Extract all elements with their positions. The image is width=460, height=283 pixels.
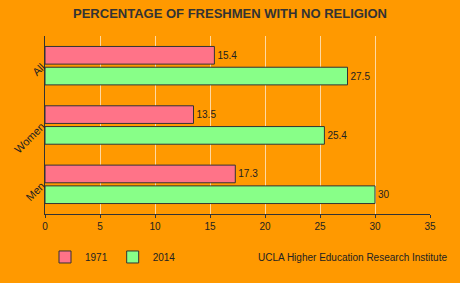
- svg-text:Women: Women: [12, 120, 47, 155]
- svg-text:1971: 1971: [85, 252, 108, 263]
- svg-text:15.4: 15.4: [217, 50, 237, 61]
- svg-text:25.4: 25.4: [327, 130, 347, 141]
- svg-text:0: 0: [42, 221, 48, 232]
- svg-text:17.3: 17.3: [238, 168, 258, 179]
- svg-text:Men: Men: [23, 179, 47, 203]
- svg-text:10: 10: [149, 221, 161, 232]
- svg-text:PERCENTAGE OF FRESHMEN WITH NO: PERCENTAGE OF FRESHMEN WITH NO RELIGION: [73, 6, 387, 21]
- svg-text:UCLA Higher Education Research: UCLA Higher Education Research Institute: [258, 252, 447, 263]
- svg-text:30: 30: [369, 221, 381, 232]
- svg-text:All: All: [30, 61, 47, 78]
- svg-text:20: 20: [259, 221, 271, 232]
- svg-text:30: 30: [378, 189, 390, 200]
- svg-text:5: 5: [97, 221, 103, 232]
- svg-text:35: 35: [424, 221, 436, 232]
- svg-text:2014: 2014: [153, 252, 176, 263]
- svg-text:27.5: 27.5: [351, 71, 371, 82]
- svg-text:13.5: 13.5: [197, 109, 217, 120]
- svg-text:25: 25: [314, 221, 326, 232]
- svg-text:15: 15: [204, 221, 216, 232]
